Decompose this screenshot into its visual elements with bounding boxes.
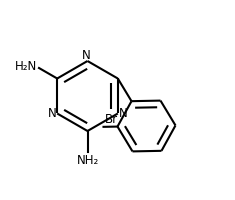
Text: H₂N: H₂N (15, 60, 37, 73)
Text: N: N (82, 49, 91, 62)
Text: Br: Br (105, 113, 118, 126)
Text: N: N (118, 107, 127, 120)
Text: N: N (48, 107, 57, 120)
Text: NH₂: NH₂ (76, 154, 99, 167)
